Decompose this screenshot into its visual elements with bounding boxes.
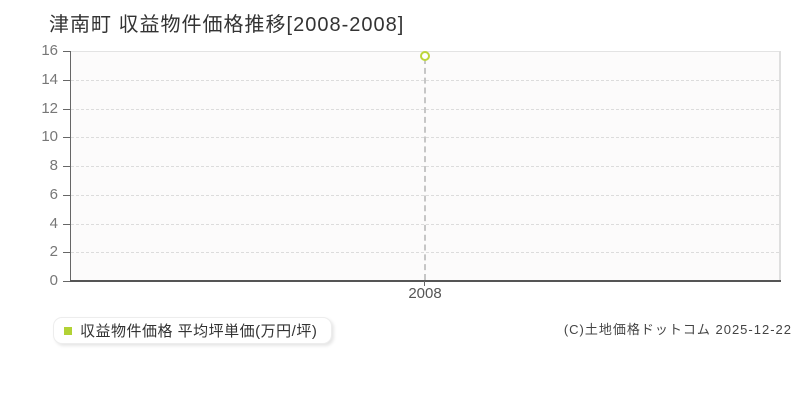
y-tick-label: 6 [49,186,58,203]
y-tick-label: 12 [41,100,58,117]
y-tickmark-10 [63,137,70,138]
y-tick-label: 16 [41,42,58,59]
drop-line-2008 [424,58,426,280]
y-tickmark-2 [63,252,70,253]
y-tickmark-14 [63,80,70,81]
x-tick-label: 2008 [408,285,442,302]
y-tick-label: 2 [49,243,58,260]
y-tick-label: 14 [41,71,58,88]
legend-label: 収益物件価格 平均坪単価(万円/坪) [80,323,318,340]
y-tickmark-6 [63,195,70,196]
chart-title: 津南町 収益物件価格推移[2008-2008] [49,14,405,36]
legend-square-marker-icon [64,326,72,335]
copyright-text: (C)土地価格ドットコム 2025-12-22 [563,322,792,337]
y-tickmark-4 [63,224,70,225]
y-tick-label: 4 [49,215,58,232]
x-axis-line [70,280,781,282]
y-tick-label: 0 [49,272,58,289]
x-tickmark-2008 [424,281,425,286]
y-tick-label: 8 [49,157,58,174]
y-tickmark-16 [63,51,70,52]
data-point-2008[interactable] [420,51,430,61]
plot-right-border [779,51,781,281]
y-tickmark-12 [63,109,70,110]
legend-box: 収益物件価格 平均坪単価(万円/坪) [53,317,333,344]
y-axis-line [70,51,71,281]
y-tickmark-0 [63,281,70,282]
y-tickmark-8 [63,166,70,167]
y-tick-label: 10 [41,128,58,145]
